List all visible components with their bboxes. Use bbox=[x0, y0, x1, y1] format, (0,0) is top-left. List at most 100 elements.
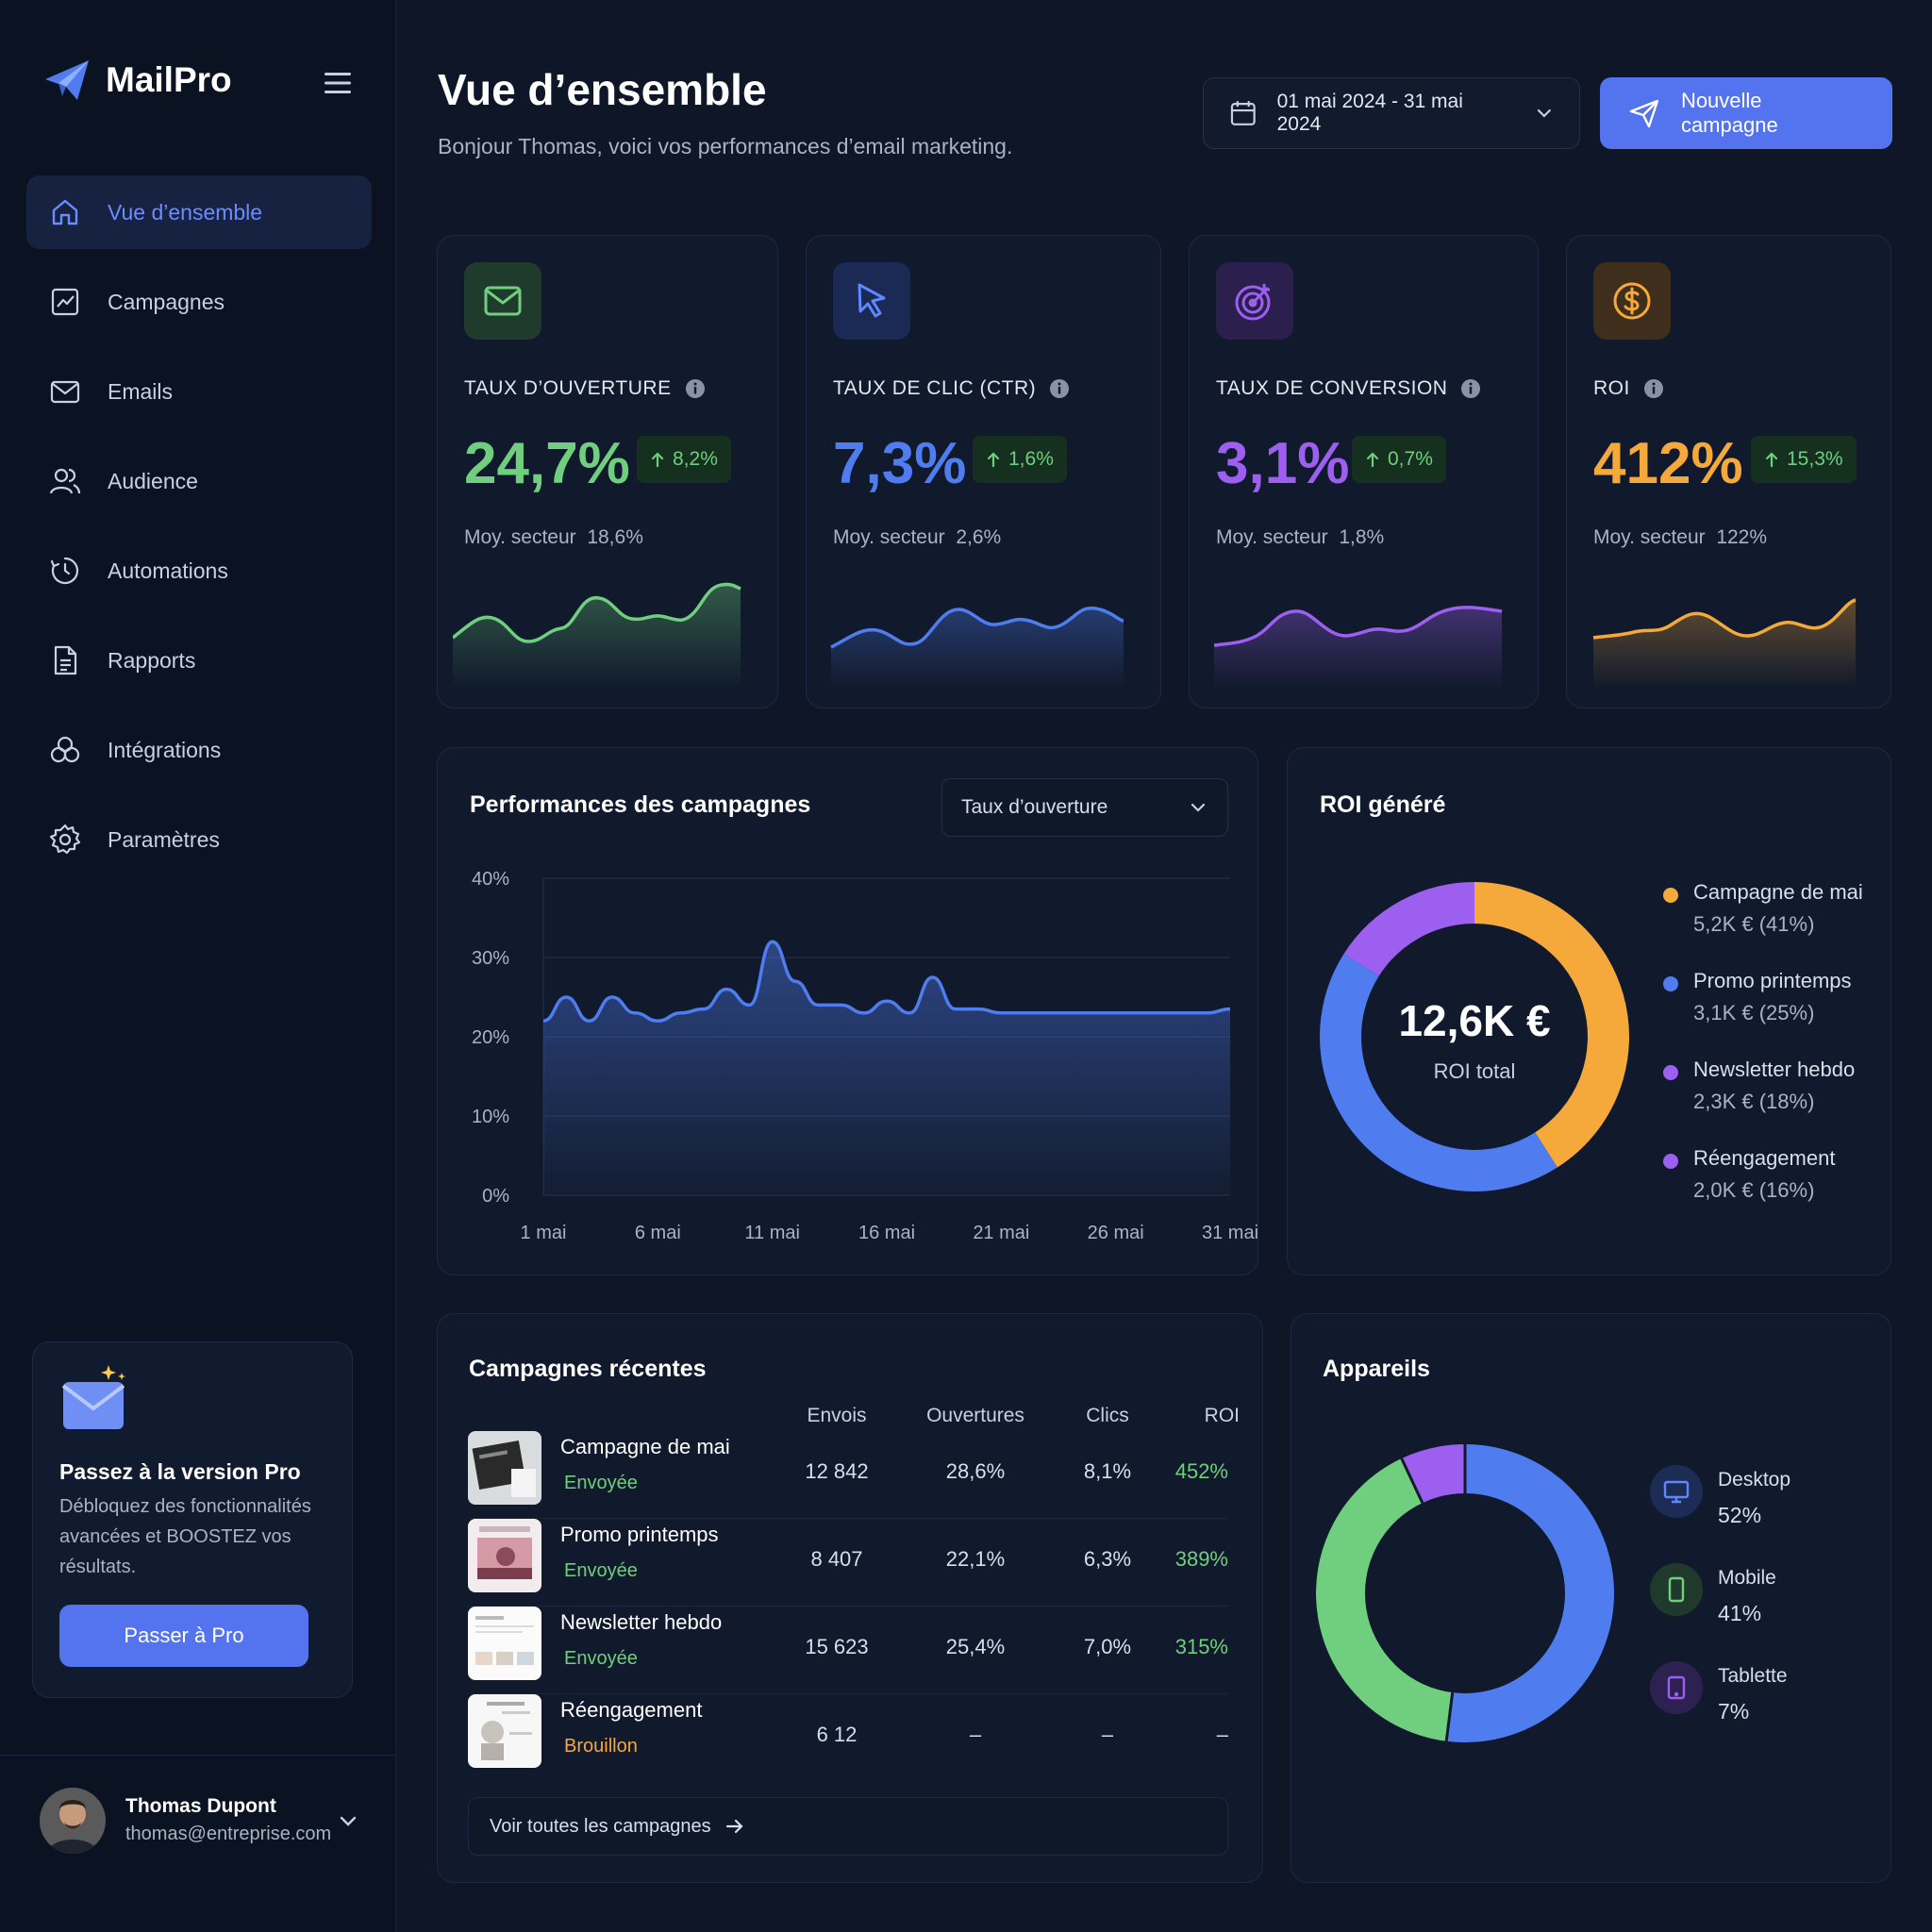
kpi-icon-box bbox=[833, 262, 910, 340]
nav-label: Vue d’ensemble bbox=[108, 199, 263, 225]
info-icon[interactable] bbox=[1049, 378, 1070, 399]
nav-item-settings[interactable]: Paramètres bbox=[26, 803, 372, 876]
metric-select[interactable]: Taux d’ouverture bbox=[941, 778, 1228, 837]
nav-label: Rapports bbox=[108, 647, 196, 673]
envelope-icon bbox=[50, 380, 80, 404]
donut-slice[interactable] bbox=[1343, 882, 1475, 977]
info-icon[interactable] bbox=[1643, 378, 1664, 399]
kpi-card-ctr: TAUX DE CLIC (CTR) 7,3% 1,6% Moy. secteu… bbox=[806, 235, 1161, 708]
upgrade-promo: Passez à la version Pro Débloquez des fo… bbox=[32, 1341, 353, 1698]
legend-item: Newsletter hebdo 2,3K € (18%) bbox=[1663, 1058, 1855, 1114]
document-icon bbox=[54, 645, 77, 675]
cell-roi: 452% bbox=[1174, 1459, 1228, 1483]
nav-item-overview[interactable]: Vue d’ensemble bbox=[26, 175, 372, 249]
kpi-label: ROI bbox=[1593, 377, 1630, 399]
sparkline bbox=[830, 606, 1124, 689]
info-icon[interactable] bbox=[685, 378, 706, 399]
slice-separator bbox=[1444, 1691, 1455, 1741]
send-icon bbox=[1629, 99, 1659, 128]
legend-label: Mobile bbox=[1718, 1567, 1776, 1589]
menu-icon[interactable] bbox=[323, 70, 353, 96]
donut-slice[interactable] bbox=[1316, 1458, 1454, 1741]
nav-item-emails[interactable]: Emails bbox=[26, 355, 372, 428]
user-profile[interactable]: Thomas Dupont thomas@entreprise.com bbox=[0, 1755, 396, 1932]
kpi-value: 3,1% bbox=[1216, 431, 1350, 496]
performance-panel: Performances des campagnes Taux d’ouvert… bbox=[437, 747, 1258, 1275]
campaign-name: Campagne de mai bbox=[560, 1435, 730, 1458]
devices-panel: Appareils Desktop 52% Mobile 41% Tablette 7… bbox=[1291, 1313, 1891, 1883]
chevron-down-icon bbox=[1191, 803, 1206, 812]
kpi-delta-badge: 1,6% bbox=[973, 436, 1067, 483]
logo[interactable]: MailPro bbox=[43, 58, 232, 102]
avg-value: 1,8% bbox=[1339, 526, 1385, 548]
avg-value: 122% bbox=[1716, 526, 1768, 548]
kpi-label: TAUX D’OUVERTURE bbox=[464, 377, 672, 399]
info-icon[interactable] bbox=[1460, 378, 1481, 399]
date-range-picker[interactable]: 01 mai 2024 - 31 mai 2024 bbox=[1203, 77, 1580, 149]
devices-donut-chart bbox=[1316, 1444, 1614, 1742]
nav-item-audience[interactable]: Audience bbox=[26, 444, 372, 518]
kpi-value: 412% bbox=[1593, 431, 1743, 496]
table-row[interactable]: Réengagement Brouillon 6 12 – – – bbox=[468, 1694, 1228, 1782]
desktop-icon-badge bbox=[1650, 1465, 1703, 1518]
legend-label: Newsletter hebdo bbox=[1693, 1058, 1856, 1081]
kpi-icon-box bbox=[1216, 262, 1293, 340]
table-row[interactable]: Campagne de mai Envoyée 12 842 28,6% 8,1… bbox=[468, 1431, 1228, 1519]
cell-opens: – bbox=[969, 1723, 982, 1746]
arrow-up-icon bbox=[651, 452, 664, 468]
arrow-up-icon bbox=[1765, 452, 1778, 468]
donut-slice[interactable] bbox=[1401, 1444, 1466, 1504]
status-badge: Envoyée bbox=[564, 1473, 638, 1493]
donut-slice[interactable] bbox=[1446, 1444, 1614, 1742]
nav-item-campaigns[interactable]: Campagnes bbox=[26, 265, 372, 339]
legend-item-desktop: Desktop 52% bbox=[1650, 1465, 1790, 1528]
donut-slice[interactable] bbox=[1320, 954, 1557, 1191]
see-all-campaigns-link[interactable]: Voir toutes les campagnes bbox=[468, 1797, 1228, 1856]
legend-value: 52% bbox=[1718, 1503, 1762, 1527]
main-nav: Vue d’ensemble Campagnes Emails Audience… bbox=[26, 175, 372, 892]
roi-total-label: ROI total bbox=[1433, 1059, 1516, 1083]
nav-item-integrations[interactable]: Intégrations bbox=[26, 713, 372, 787]
cell-opens: 25,4% bbox=[945, 1635, 1006, 1658]
slice-separator bbox=[1400, 1457, 1424, 1504]
automation-icon bbox=[50, 557, 79, 585]
nav-item-automations[interactable]: Automations bbox=[26, 534, 372, 608]
envelope-icon bbox=[484, 286, 522, 316]
kpi-label: TAUX DE CONVERSION bbox=[1216, 377, 1448, 399]
sparkline bbox=[1213, 606, 1503, 689]
upgrade-button[interactable]: Passer à Pro bbox=[59, 1605, 308, 1667]
legend-label: Campagne de mai bbox=[1693, 880, 1863, 904]
chevron-down-icon[interactable] bbox=[336, 1808, 360, 1833]
kpi-label: TAUX DE CLIC (CTR) bbox=[833, 377, 1037, 399]
kpi-value: 24,7% bbox=[464, 431, 630, 496]
see-all-label: Voir toutes les campagnes bbox=[490, 1815, 711, 1837]
calendar-icon bbox=[1230, 101, 1256, 125]
nav-label: Automations bbox=[108, 558, 228, 583]
x-tick-label: 31 mai bbox=[1202, 1223, 1258, 1243]
sparkline bbox=[453, 582, 741, 689]
new-campaign-button[interactable]: Nouvelle campagne bbox=[1600, 77, 1892, 149]
campaign-name: Newsletter hebdo bbox=[560, 1610, 723, 1634]
cell-sends: 15 623 bbox=[805, 1635, 869, 1658]
promo-text: Débloquez des fonctionnalités avancées e… bbox=[59, 1496, 311, 1577]
nav-item-reports[interactable]: Rapports bbox=[26, 624, 372, 697]
page-title: Vue d’ensemble bbox=[438, 65, 767, 114]
kpi-average: Moy. secteur 1,8% bbox=[1216, 526, 1384, 549]
panel-title: Performances des campagnes bbox=[470, 791, 811, 818]
campaign-name: Promo printemps bbox=[560, 1523, 719, 1546]
legend-value: 7% bbox=[1718, 1699, 1750, 1724]
kpi-average: Moy. secteur 18,6% bbox=[464, 526, 643, 549]
home-icon bbox=[52, 199, 78, 225]
panel-title: Campagnes récentes bbox=[469, 1356, 707, 1382]
y-tick-label: 20% bbox=[472, 1027, 509, 1048]
legend-value: 5,2K € (41%) bbox=[1693, 912, 1815, 936]
metric-select-value: Taux d’ouverture bbox=[961, 796, 1108, 818]
table-row[interactable]: Promo printemps Envoyée 8 407 22,1% 6,3%… bbox=[468, 1519, 1228, 1607]
kpi-delta-value: 8,2% bbox=[673, 448, 718, 470]
campaign-thumbnail bbox=[468, 1431, 541, 1505]
kpi-delta-badge: 8,2% bbox=[637, 436, 731, 483]
target-icon bbox=[1235, 284, 1271, 321]
x-tick-label: 11 mai bbox=[744, 1223, 800, 1243]
donut-slice[interactable] bbox=[1474, 882, 1629, 1168]
table-row[interactable]: Newsletter hebdo Envoyée 15 623 25,4% 7,… bbox=[468, 1607, 1228, 1694]
